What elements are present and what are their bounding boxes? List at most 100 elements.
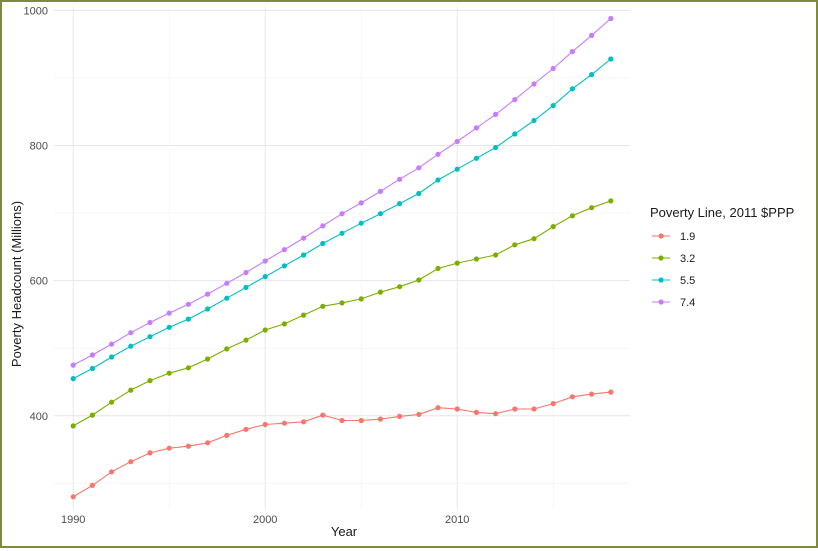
data-point xyxy=(301,419,307,425)
legend-item: 5.5 xyxy=(652,275,695,287)
data-point xyxy=(185,301,191,307)
data-point xyxy=(416,165,422,171)
y-tick-label: 400 xyxy=(30,411,48,423)
data-point xyxy=(224,346,230,352)
data-point xyxy=(608,198,614,204)
y-tick-label: 800 xyxy=(30,141,48,153)
data-point xyxy=(281,263,287,269)
data-point xyxy=(569,394,576,400)
data-point xyxy=(89,352,95,358)
data-point xyxy=(589,205,595,211)
data-point xyxy=(493,144,499,151)
data-point xyxy=(454,260,460,266)
legend-key-point xyxy=(658,233,664,239)
x-axis-title: Year xyxy=(331,524,358,539)
data-point xyxy=(512,131,518,137)
data-point xyxy=(185,316,191,322)
data-point xyxy=(185,443,191,449)
data-point xyxy=(531,406,537,412)
y-tick-label: 600 xyxy=(30,276,48,288)
data-point xyxy=(358,200,364,206)
data-point xyxy=(224,280,230,286)
data-point xyxy=(416,277,422,283)
data-point xyxy=(128,459,134,465)
data-point xyxy=(550,401,556,407)
legend-item: 1.9 xyxy=(652,231,695,243)
data-point xyxy=(243,426,249,432)
data-point xyxy=(70,362,76,368)
data-point xyxy=(166,370,172,376)
data-point xyxy=(205,440,211,446)
data-point xyxy=(454,166,460,172)
data-point xyxy=(147,378,153,384)
data-point xyxy=(147,319,153,326)
data-point xyxy=(224,295,230,301)
series-7-4 xyxy=(70,15,614,368)
legend-label: 1.9 xyxy=(680,231,695,243)
data-point xyxy=(185,365,191,371)
data-point xyxy=(166,445,172,451)
data-point xyxy=(435,405,441,411)
data-point xyxy=(569,86,576,92)
data-point xyxy=(70,494,76,500)
data-point xyxy=(243,284,249,290)
legend-key-point xyxy=(658,255,664,261)
data-point xyxy=(320,223,326,229)
legend-key-point xyxy=(658,299,664,305)
data-point xyxy=(608,56,614,62)
data-point xyxy=(320,412,326,418)
data-point xyxy=(512,242,518,248)
data-point xyxy=(320,303,326,309)
data-point xyxy=(281,420,287,426)
data-point xyxy=(301,252,307,258)
data-point xyxy=(205,306,211,312)
legend-label: 3.2 xyxy=(680,253,695,265)
data-point xyxy=(339,211,345,217)
data-point xyxy=(243,337,249,343)
series-group xyxy=(70,15,614,500)
data-point xyxy=(512,406,518,412)
data-point xyxy=(473,256,479,262)
data-point xyxy=(109,341,115,347)
data-point xyxy=(262,327,268,333)
data-point xyxy=(569,49,576,55)
data-point xyxy=(397,176,403,182)
data-point xyxy=(416,411,422,417)
x-tick-label: 2010 xyxy=(445,514,469,526)
series-3-2 xyxy=(70,198,614,429)
grid xyxy=(54,7,630,509)
data-point xyxy=(339,417,345,424)
data-point xyxy=(262,421,268,428)
data-point xyxy=(454,138,460,145)
data-point xyxy=(358,220,364,226)
data-point xyxy=(589,32,595,38)
data-point xyxy=(262,274,268,280)
x-tick-label: 2000 xyxy=(253,514,277,526)
y-axis-ticks: 400 600 800 1000 xyxy=(24,5,48,422)
data-point xyxy=(166,324,172,330)
data-point xyxy=(320,240,326,247)
legend-label: 5.5 xyxy=(680,275,695,287)
data-point xyxy=(531,117,537,124)
y-tick-label: 1000 xyxy=(24,5,48,17)
legend-item: 3.2 xyxy=(652,253,695,265)
data-point xyxy=(128,387,134,393)
data-point xyxy=(89,412,95,418)
data-point xyxy=(89,482,95,488)
data-point xyxy=(377,416,383,422)
data-point xyxy=(493,411,499,417)
series-line xyxy=(72,391,611,498)
data-point xyxy=(377,188,383,194)
data-point xyxy=(416,190,422,197)
data-point xyxy=(493,111,499,117)
data-point xyxy=(397,201,403,207)
series-5-5 xyxy=(70,56,614,382)
legend: 1.9 3.2 5.5 7.4 xyxy=(652,231,695,309)
data-point xyxy=(128,343,134,349)
data-point xyxy=(243,269,249,276)
data-point xyxy=(109,469,115,475)
data-point xyxy=(493,252,499,258)
data-point xyxy=(166,310,172,316)
